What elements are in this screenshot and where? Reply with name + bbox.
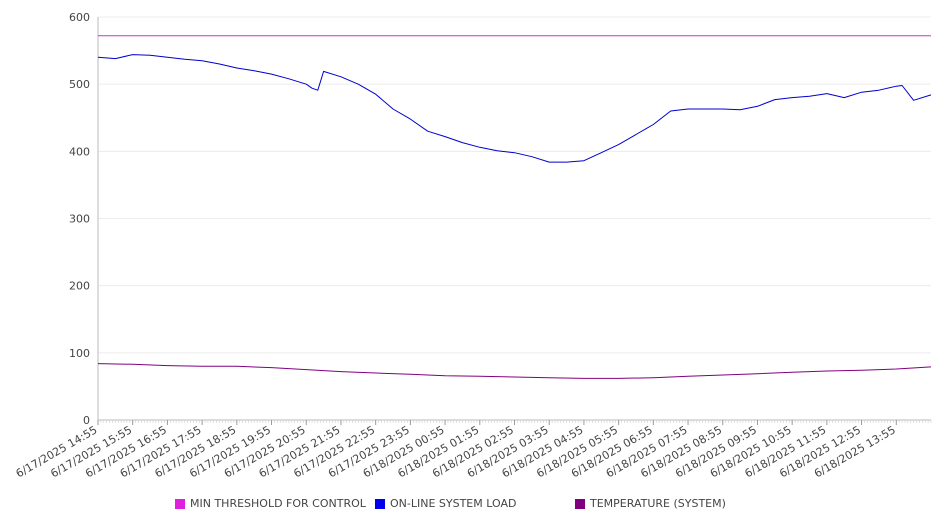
legend-swatch-system-load	[375, 498, 385, 509]
x-axis: 6/17/2025 14:556/17/2025 15:556/17/2025 …	[14, 419, 932, 480]
legend-swatch-temperature	[575, 498, 585, 509]
y-tick-label-400: 400	[69, 145, 90, 158]
legend-label-min-threshold: MIN THRESHOLD FOR CONTROL	[190, 497, 366, 510]
y-tick-label-200: 200	[69, 280, 90, 293]
series-line-on-line-system-load	[97, 54, 932, 163]
y-tick-label-0: 0	[83, 414, 90, 427]
y-axis: 0 100 200 300 400 500 600	[69, 11, 99, 427]
gridlines	[98, 16, 931, 421]
legend-label-system-load: ON-LINE SYSTEM LOAD	[390, 497, 517, 510]
y-tick-label-300: 300	[69, 213, 90, 226]
y-tick-label-600: 600	[69, 11, 90, 24]
legend-label-temperature: TEMPERATURE (SYSTEM)	[590, 497, 726, 510]
legend-item-system-load[interactable]: ON-LINE SYSTEM LOAD	[375, 497, 516, 510]
legend: MIN THRESHOLD FOR CONTROL ON-LINE SYSTEM…	[0, 497, 946, 515]
legend-item-temperature[interactable]: TEMPERATURE (SYSTEM)	[575, 497, 726, 510]
legend-swatch-min-threshold	[175, 498, 185, 509]
legend-item-min-threshold[interactable]: MIN THRESHOLD FOR CONTROL	[175, 497, 366, 510]
y-tick-label-100: 100	[69, 347, 90, 360]
series-line-temperature-system	[97, 363, 932, 379]
y-tick-label-500: 500	[69, 78, 90, 91]
series-lines	[97, 35, 932, 379]
